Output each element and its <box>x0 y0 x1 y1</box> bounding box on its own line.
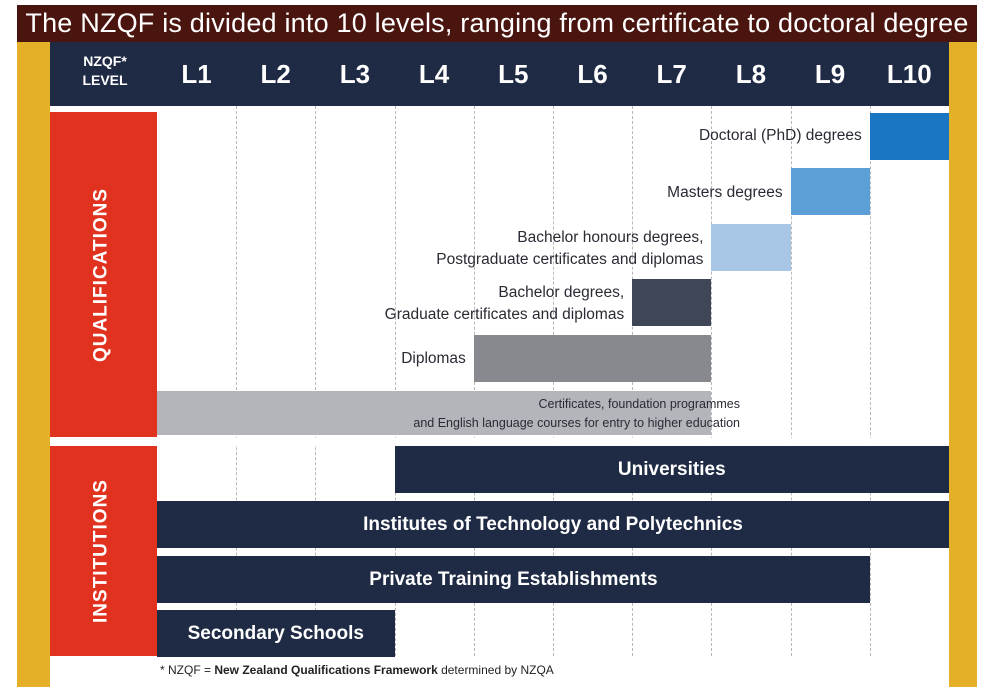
qualification-label-line: and English language courses for entry t… <box>413 416 740 430</box>
institutions-section-label: INSTITUTIONS <box>90 479 112 623</box>
qualification-label-line: Diplomas <box>401 350 466 367</box>
qualification-label-line: Bachelor honours degrees, <box>517 229 704 246</box>
gridline <box>315 106 316 656</box>
qualification-bar <box>869 113 949 160</box>
footnote-prefix: * NZQF = <box>160 663 215 677</box>
qualification-label: Bachelor honours degrees, Postgraduate ce… <box>436 227 703 271</box>
level-heading-l4: L4 <box>418 59 450 89</box>
section-divider <box>50 438 949 445</box>
level-heading-l6: L6 <box>577 59 608 89</box>
qualification-label-line: Postgraduate certificates and diplomas <box>436 251 704 268</box>
qualification-label: Masters degrees <box>667 182 782 204</box>
level-heading-l1: L1 <box>181 59 212 89</box>
qualification-bar <box>157 391 712 435</box>
qualification-bar <box>790 168 870 215</box>
gridline <box>791 106 792 656</box>
institution-bar: Secondary Schools <box>157 610 395 657</box>
qualification-label: Diplomas <box>401 348 466 370</box>
gridline <box>236 106 237 656</box>
level-header <box>50 42 949 106</box>
level-heading-l10: L10 <box>886 59 932 89</box>
nzqf-label-line1: NZQF* <box>83 53 127 69</box>
qualifications-section-band <box>50 112 157 437</box>
left-gold-border <box>17 42 50 687</box>
qualification-label: Bachelor degrees, Graduate certificates a… <box>385 282 625 326</box>
institution-bar: Private Training Establishments <box>157 556 870 603</box>
level-heading-l7: L7 <box>656 59 687 89</box>
qualification-bar <box>711 224 791 271</box>
level-heading-l9: L9 <box>814 59 846 89</box>
gridline <box>711 106 712 656</box>
right-gold-border <box>949 42 977 687</box>
institution-bar: Universities <box>394 446 949 493</box>
qualification-label: Doctoral (PhD) degrees <box>699 125 862 147</box>
level-heading-l3: L3 <box>339 59 371 89</box>
page-title: The NZQF is divided into 10 levels, rang… <box>17 5 977 75</box>
footnote-suffix: determined by NZQA <box>437 663 554 677</box>
qualification-label: Certificates, foundation programmes and E… <box>413 395 740 433</box>
level-heading-l5: L5 <box>498 59 529 89</box>
qualification-bar <box>473 335 712 382</box>
qualifications-section-label: QUALIFICATIONS <box>90 187 112 363</box>
institution-bar: Institutes of Technology and Polytechnic… <box>157 501 949 548</box>
qualification-label-line: Certificates, foundation programmes <box>538 397 740 411</box>
footnote: * NZQF = New Zealand Qualifications Fram… <box>160 663 554 677</box>
nzqf-label-line2: LEVEL <box>82 72 128 88</box>
qualification-label-line: Doctoral (PhD) degrees <box>698 127 862 144</box>
qualification-bar <box>632 279 712 326</box>
institutions-section-band <box>50 446 157 656</box>
nzqf-level-label: NZQF* LEVEL <box>55 52 155 90</box>
qualification-label-line: Bachelor degrees, <box>498 284 625 301</box>
level-heading-l8: L8 <box>735 59 767 89</box>
gridline <box>395 106 396 656</box>
level-heading-l2: L2 <box>260 59 291 89</box>
gridline <box>870 106 871 656</box>
footnote-bold: New Zealand Qualifications Framework <box>214 663 438 677</box>
qualification-label-line: Graduate certificates and diplomas <box>384 306 625 323</box>
qualification-label-line: Masters degrees <box>667 184 783 201</box>
